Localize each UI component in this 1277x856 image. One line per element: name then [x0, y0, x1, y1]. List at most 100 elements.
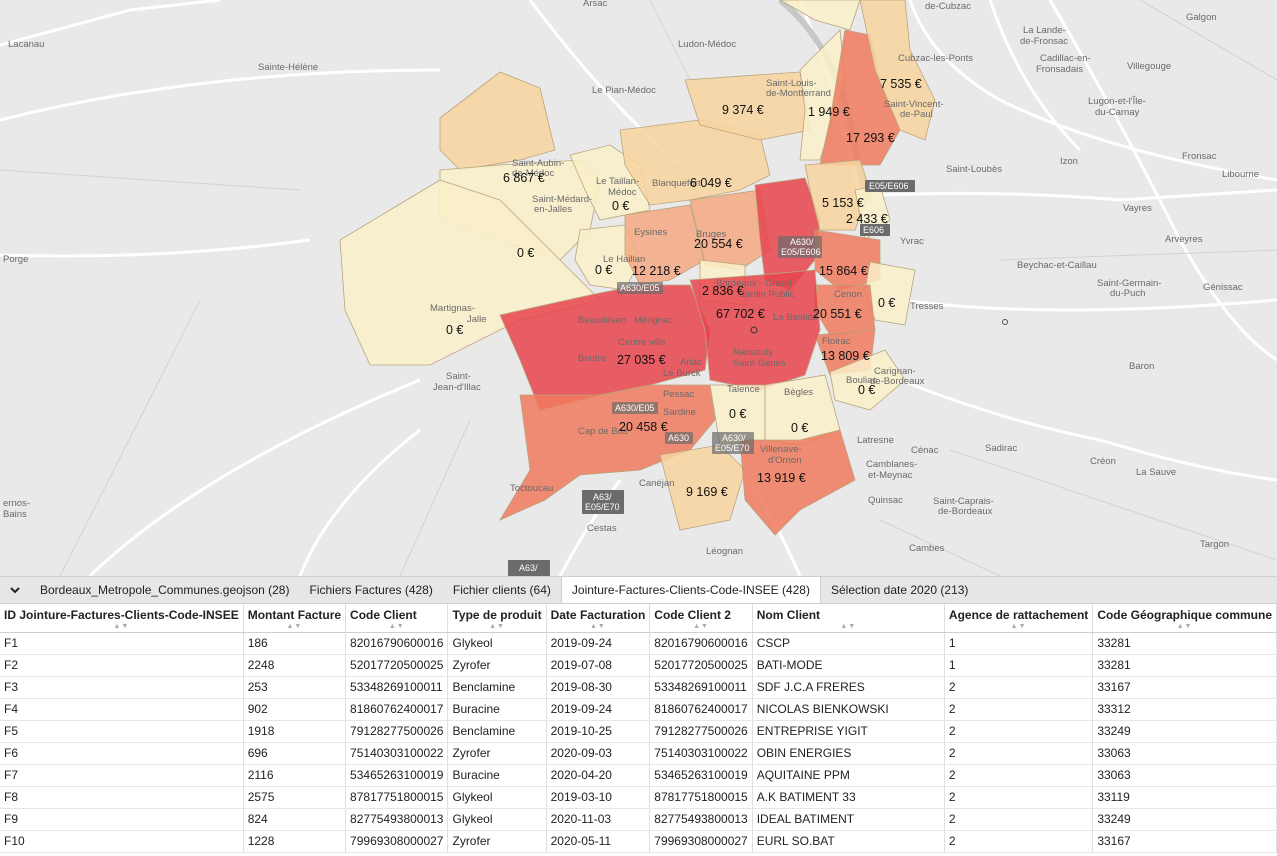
table-cell[interactable]: 79969308000027: [649, 830, 753, 853]
table-cell[interactable]: 2: [944, 764, 1094, 787]
table-cell[interactable]: 2: [944, 808, 1094, 831]
table-cell[interactable]: ENTREPRISE YIGIT: [752, 720, 945, 743]
table-cell[interactable]: F2: [0, 654, 244, 677]
table-cell[interactable]: 52017720500025: [649, 654, 753, 677]
table-cell[interactable]: 2: [944, 742, 1094, 765]
table-cell[interactable]: 2020-04-20: [546, 764, 651, 787]
tab-fichiers-factures[interactable]: Fichiers Factures (428): [309, 583, 433, 597]
table-cell[interactable]: F9: [0, 808, 244, 831]
table-cell[interactable]: SDF J.C.A FRERES: [752, 676, 945, 699]
table-cell[interactable]: 2248: [243, 654, 347, 677]
table-cell[interactable]: Buracine: [447, 698, 547, 721]
table-cell[interactable]: 2019-07-08: [546, 654, 651, 677]
column-header[interactable]: ID Jointure-Factures-Clients-Code-INSEE ▲…: [0, 604, 244, 633]
table-cell[interactable]: A.K BATIMENT 33: [752, 786, 945, 809]
table-cell[interactable]: 902: [243, 698, 347, 721]
table-cell[interactable]: F5: [0, 720, 244, 743]
table-cell[interactable]: Zyrofer: [447, 654, 547, 677]
table-cell[interactable]: 253: [243, 676, 347, 699]
column-header[interactable]: Code Géographique commune ▲▼: [1092, 604, 1277, 633]
table-cell[interactable]: 82016790600016: [345, 632, 449, 655]
table-cell[interactable]: Zyrofer: [447, 742, 547, 765]
table-cell[interactable]: 81860762400017: [345, 698, 449, 721]
table-cell[interactable]: 186: [243, 632, 347, 655]
table-cell[interactable]: F3: [0, 676, 244, 699]
table-cell[interactable]: F10: [0, 830, 244, 853]
table-cell[interactable]: 2: [944, 786, 1094, 809]
table-cell[interactable]: F1: [0, 632, 244, 655]
table-cell[interactable]: 82775493800013: [345, 808, 449, 831]
table-cell[interactable]: Glykeol: [447, 786, 547, 809]
table-cell[interactable]: AQUITAINE PPM: [752, 764, 945, 787]
tab-jointure[interactable]: Jointure-Factures-Clients-Code-INSEE (42…: [560, 577, 821, 603]
table-cell[interactable]: 2116: [243, 764, 347, 787]
table-row[interactable]: F8 2575 87817751800015 Glykeol 2019-03-10 878…: [0, 786, 1277, 809]
column-header[interactable]: Code Client 2 ▲▼: [649, 604, 753, 633]
table-row[interactable]: F6 696 75140303100022 Zyrofer 2020-09-03 7514…: [0, 742, 1277, 765]
tab-selection-2020[interactable]: Sélection date 2020 (213): [830, 583, 969, 597]
table-cell[interactable]: EURL SO.BAT: [752, 830, 945, 853]
table-cell[interactable]: Glykeol: [447, 808, 547, 831]
tab-communes-geojson[interactable]: Bordeaux_Metropole_Communes.geojson (28): [40, 583, 290, 597]
sort-arrows-icon[interactable]: ▲▼: [113, 622, 130, 630]
table-cell[interactable]: Buracine: [447, 764, 547, 787]
table-cell[interactable]: 2575: [243, 786, 347, 809]
table-cell[interactable]: 2019-03-10: [546, 786, 651, 809]
column-header[interactable]: Montant Facture ▲▼: [243, 604, 347, 633]
table-cell[interactable]: 824: [243, 808, 347, 831]
table-cell[interactable]: Zyrofer: [447, 830, 547, 853]
table-cell[interactable]: Glykeol: [447, 632, 547, 655]
table-cell[interactable]: BATI-MODE: [752, 654, 945, 677]
table-cell[interactable]: 33063: [1092, 764, 1277, 787]
sort-arrows-icon[interactable]: ▲▼: [489, 622, 505, 630]
table-cell[interactable]: F7: [0, 764, 244, 787]
table-cell[interactable]: 2020-11-03: [546, 808, 651, 831]
table-cell[interactable]: 33281: [1092, 654, 1277, 677]
table-cell[interactable]: Benclamine: [447, 720, 547, 743]
table-cell[interactable]: 53465263100019: [649, 764, 753, 787]
table-cell[interactable]: 79128277500026: [345, 720, 449, 743]
table-cell[interactable]: 2019-09-24: [546, 698, 651, 721]
table-cell[interactable]: 87817751800015: [345, 786, 449, 809]
table-cell[interactable]: 87817751800015: [649, 786, 753, 809]
table-cell[interactable]: 2020-09-03: [546, 742, 651, 765]
table-cell[interactable]: 1918: [243, 720, 347, 743]
table-cell[interactable]: 33167: [1092, 830, 1277, 853]
table-cell[interactable]: 81860762400017: [649, 698, 753, 721]
table-cell[interactable]: 75140303100022: [345, 742, 449, 765]
table-cell[interactable]: 82016790600016: [649, 632, 753, 655]
column-header[interactable]: Date Facturation ▲▼: [546, 604, 651, 633]
table-cell[interactable]: 79128277500026: [649, 720, 753, 743]
column-header[interactable]: Code Client ▲▼: [345, 604, 449, 633]
sort-arrows-icon[interactable]: ▲▼: [388, 622, 405, 630]
table-row[interactable]: F9 824 82775493800013 Glykeol 2020-11-03 8277…: [0, 808, 1277, 831]
table-cell[interactable]: 52017720500025: [345, 654, 449, 677]
map-canvas[interactable]: Arsac de-Cubzac Lacanau Sainte-Hélène Lu…: [0, 0, 1277, 576]
table-cell[interactable]: F6: [0, 742, 244, 765]
tab-fichier-clients[interactable]: Fichier clients (64): [452, 583, 551, 597]
sort-arrows-icon[interactable]: ▲▼: [590, 622, 606, 630]
table-cell[interactable]: F8: [0, 786, 244, 809]
table-row[interactable]: F1 186 82016790600016 Glykeol 2019-09-24 8201…: [0, 632, 1277, 655]
table-cell[interactable]: 33312: [1092, 698, 1277, 721]
table-cell[interactable]: 696: [243, 742, 347, 765]
table-cell[interactable]: CSCP: [752, 632, 945, 655]
table-row[interactable]: F3 253 53348269100011 Benclamine 2019-08-30 5…: [0, 676, 1277, 699]
sort-arrows-icon[interactable]: ▲▼: [1176, 622, 1193, 630]
table-cell[interactable]: 2019-08-30: [546, 676, 651, 699]
table-cell[interactable]: 2: [944, 720, 1094, 743]
table-cell[interactable]: F4: [0, 698, 244, 721]
table-cell[interactable]: 33063: [1092, 742, 1277, 765]
table-cell[interactable]: 79969308000027: [345, 830, 449, 853]
table-cell[interactable]: 33167: [1092, 676, 1277, 699]
sort-arrows-icon[interactable]: ▲▼: [840, 622, 857, 630]
table-cell[interactable]: OBIN ENERGIES: [752, 742, 945, 765]
table-cell[interactable]: 1: [944, 632, 1094, 655]
table-cell[interactable]: IDEAL BATIMENT: [752, 808, 945, 831]
table-cell[interactable]: 53348269100011: [649, 676, 753, 699]
column-header[interactable]: Agence de rattachement ▲▼: [944, 604, 1094, 633]
table-cell[interactable]: 75140303100022: [649, 742, 753, 765]
table-cell[interactable]: 33119: [1092, 786, 1277, 809]
chevron-down-icon[interactable]: [0, 577, 30, 603]
map-view[interactable]: Arsac de-Cubzac Lacanau Sainte-Hélène Lu…: [0, 0, 1277, 576]
